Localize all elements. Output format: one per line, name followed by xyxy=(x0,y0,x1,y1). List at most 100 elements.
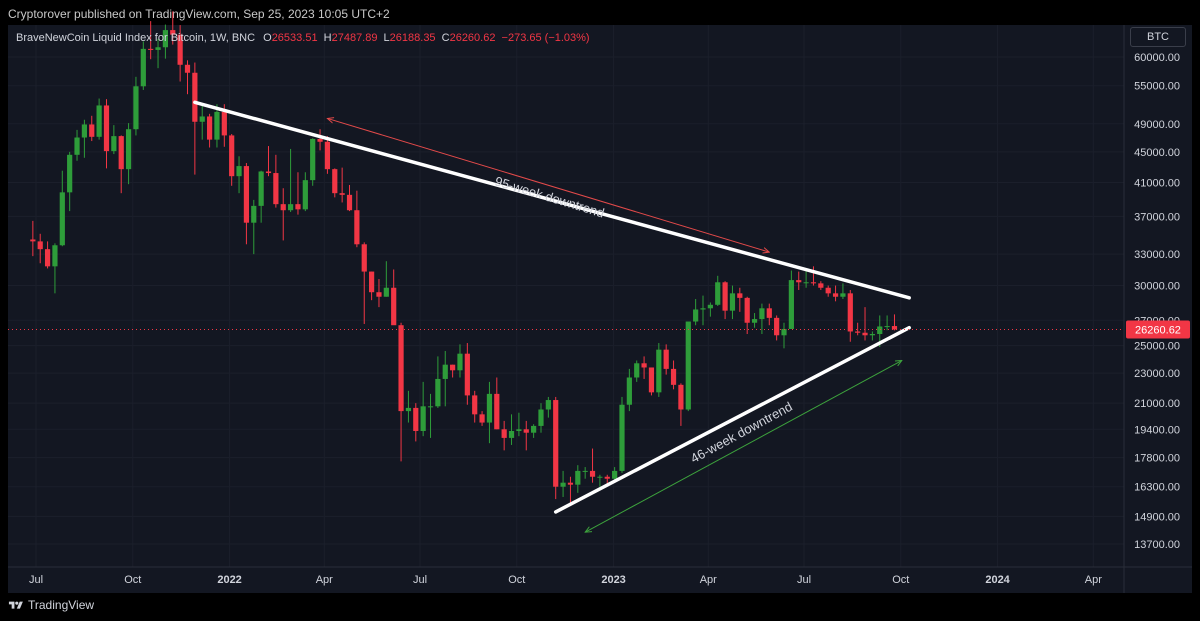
candle-body xyxy=(464,353,470,396)
time-tick-label: Apr xyxy=(700,574,717,586)
candle xyxy=(744,296,750,335)
candle xyxy=(287,148,294,212)
candle-body xyxy=(884,326,890,328)
candle-body xyxy=(722,282,728,311)
candle xyxy=(567,476,574,504)
candle xyxy=(354,190,360,248)
time-tick-label: 2024 xyxy=(985,574,1010,586)
candle xyxy=(317,129,323,151)
candle xyxy=(405,390,412,423)
candle-body xyxy=(560,482,566,487)
time-tick-label: 2023 xyxy=(601,574,625,586)
candle-body xyxy=(877,326,883,335)
candle xyxy=(501,420,507,451)
currency-button[interactable]: BTC xyxy=(1130,27,1186,47)
candle xyxy=(855,322,861,336)
candle xyxy=(862,307,868,341)
candle-body xyxy=(774,317,780,336)
candle xyxy=(545,396,551,418)
candle xyxy=(420,381,426,437)
candle xyxy=(59,170,65,247)
candle-body xyxy=(516,429,522,431)
price-tick-label: 21000.00 xyxy=(1134,398,1180,410)
candle-body xyxy=(567,482,574,485)
candle xyxy=(155,38,161,69)
candle-body xyxy=(862,332,868,336)
candle-body xyxy=(89,124,95,137)
symbol-legend: BraveNewCoin Liquid Index for Bitcoin, 1… xyxy=(16,32,590,44)
candle-body xyxy=(737,293,743,298)
trendline xyxy=(553,325,911,514)
candle-body xyxy=(140,48,146,87)
candle xyxy=(177,25,183,82)
candle xyxy=(148,21,154,60)
price-tick-label: 16300.00 xyxy=(1134,482,1180,494)
candle-body xyxy=(678,384,684,410)
candle-body xyxy=(523,429,529,433)
candle-body xyxy=(30,239,36,242)
candle-body xyxy=(744,297,750,323)
candle xyxy=(737,287,743,312)
candle-body xyxy=(589,470,596,477)
candle-body xyxy=(479,414,485,423)
range-arrow xyxy=(327,118,769,252)
candle xyxy=(832,285,839,302)
candle xyxy=(361,242,367,324)
candle xyxy=(656,343,662,397)
candle-body xyxy=(634,363,640,378)
candle-body xyxy=(700,308,706,310)
close-label: C xyxy=(441,32,450,44)
candle-body xyxy=(420,406,426,431)
candle-body xyxy=(324,141,331,170)
candle-body xyxy=(670,368,677,385)
candle xyxy=(170,11,176,45)
candle xyxy=(619,396,625,473)
candle xyxy=(715,275,721,306)
candle xyxy=(869,331,875,341)
candle-body xyxy=(457,353,463,371)
candle xyxy=(508,414,515,445)
annotations-layer: 95-week downtrend 46-week downtrend xyxy=(193,100,911,532)
candle-body xyxy=(508,430,515,438)
candle xyxy=(531,424,537,438)
candle-body xyxy=(273,173,279,205)
candle-body xyxy=(236,166,242,177)
open-label: O xyxy=(263,32,272,44)
candle-body xyxy=(369,271,375,293)
candle xyxy=(840,283,846,300)
candle-body xyxy=(575,470,581,485)
candle-body xyxy=(729,293,736,311)
candle xyxy=(589,448,596,483)
candle xyxy=(442,350,448,407)
candle-body xyxy=(891,326,898,330)
candle xyxy=(722,281,728,320)
candle xyxy=(243,163,250,245)
candle xyxy=(258,170,264,223)
candle xyxy=(560,470,566,497)
candle-body xyxy=(715,282,721,305)
tradingview-footer[interactable]: TradingView xyxy=(8,598,94,612)
candle xyxy=(30,220,36,257)
candle xyxy=(774,315,780,341)
candle-body xyxy=(759,308,765,320)
candle xyxy=(781,322,787,349)
candle-body xyxy=(59,192,65,246)
candle xyxy=(89,115,95,142)
symbol-name: BraveNewCoin Liquid Index for Bitcoin, 1… xyxy=(16,32,256,44)
candle-body xyxy=(832,293,839,297)
candle-body xyxy=(494,393,500,430)
candle xyxy=(810,266,817,286)
candle xyxy=(376,279,382,308)
price-tick-label: 25000.00 xyxy=(1134,341,1180,353)
candle xyxy=(523,420,529,451)
candle xyxy=(700,295,706,326)
candle-body xyxy=(199,116,205,122)
candle-body xyxy=(442,364,448,379)
candle-body xyxy=(155,47,161,50)
candle-body xyxy=(376,292,382,297)
high-value: 27487.89 xyxy=(331,32,378,44)
price-tick-label: 30000.00 xyxy=(1134,281,1180,293)
candle xyxy=(206,113,213,148)
